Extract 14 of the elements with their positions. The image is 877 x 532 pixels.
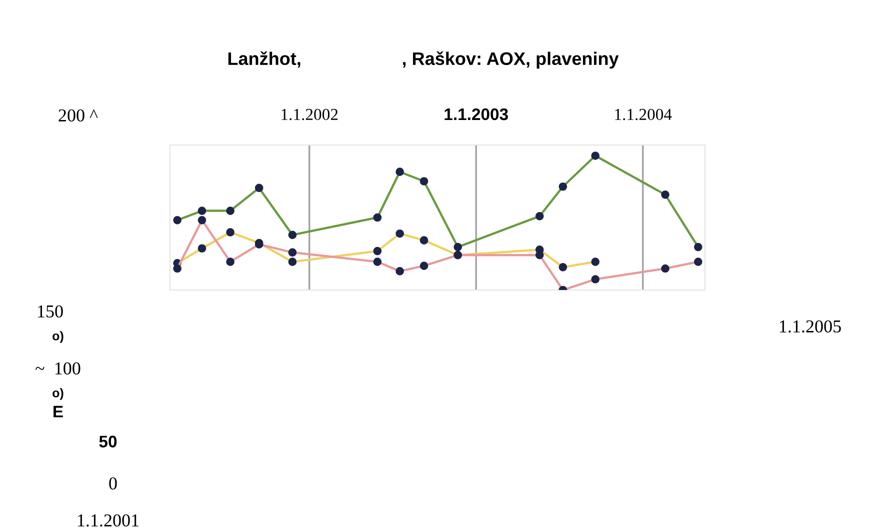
text: 200 ^ bbox=[58, 109, 98, 122]
text: 1.1.2001 bbox=[78, 514, 139, 527]
text: o) bbox=[52, 331, 64, 343]
text: 0 bbox=[109, 477, 117, 490]
x-tick-label: 1.1.2002 bbox=[282, 108, 338, 120]
text: 1.1.2005 bbox=[780, 320, 841, 333]
x-tick-label: 1.1.2003 bbox=[444, 108, 508, 120]
text: 50 bbox=[99, 436, 117, 448]
chart-title: Lanžhot, , Raškov: AOX, plaveniny bbox=[228, 51, 619, 69]
x-tick-label: 1.1.2004 bbox=[615, 108, 672, 120]
text: E bbox=[54, 406, 63, 418]
text: 150 bbox=[38, 305, 63, 318]
text: ~ 100 bbox=[36, 362, 80, 375]
text: o) bbox=[52, 388, 64, 400]
